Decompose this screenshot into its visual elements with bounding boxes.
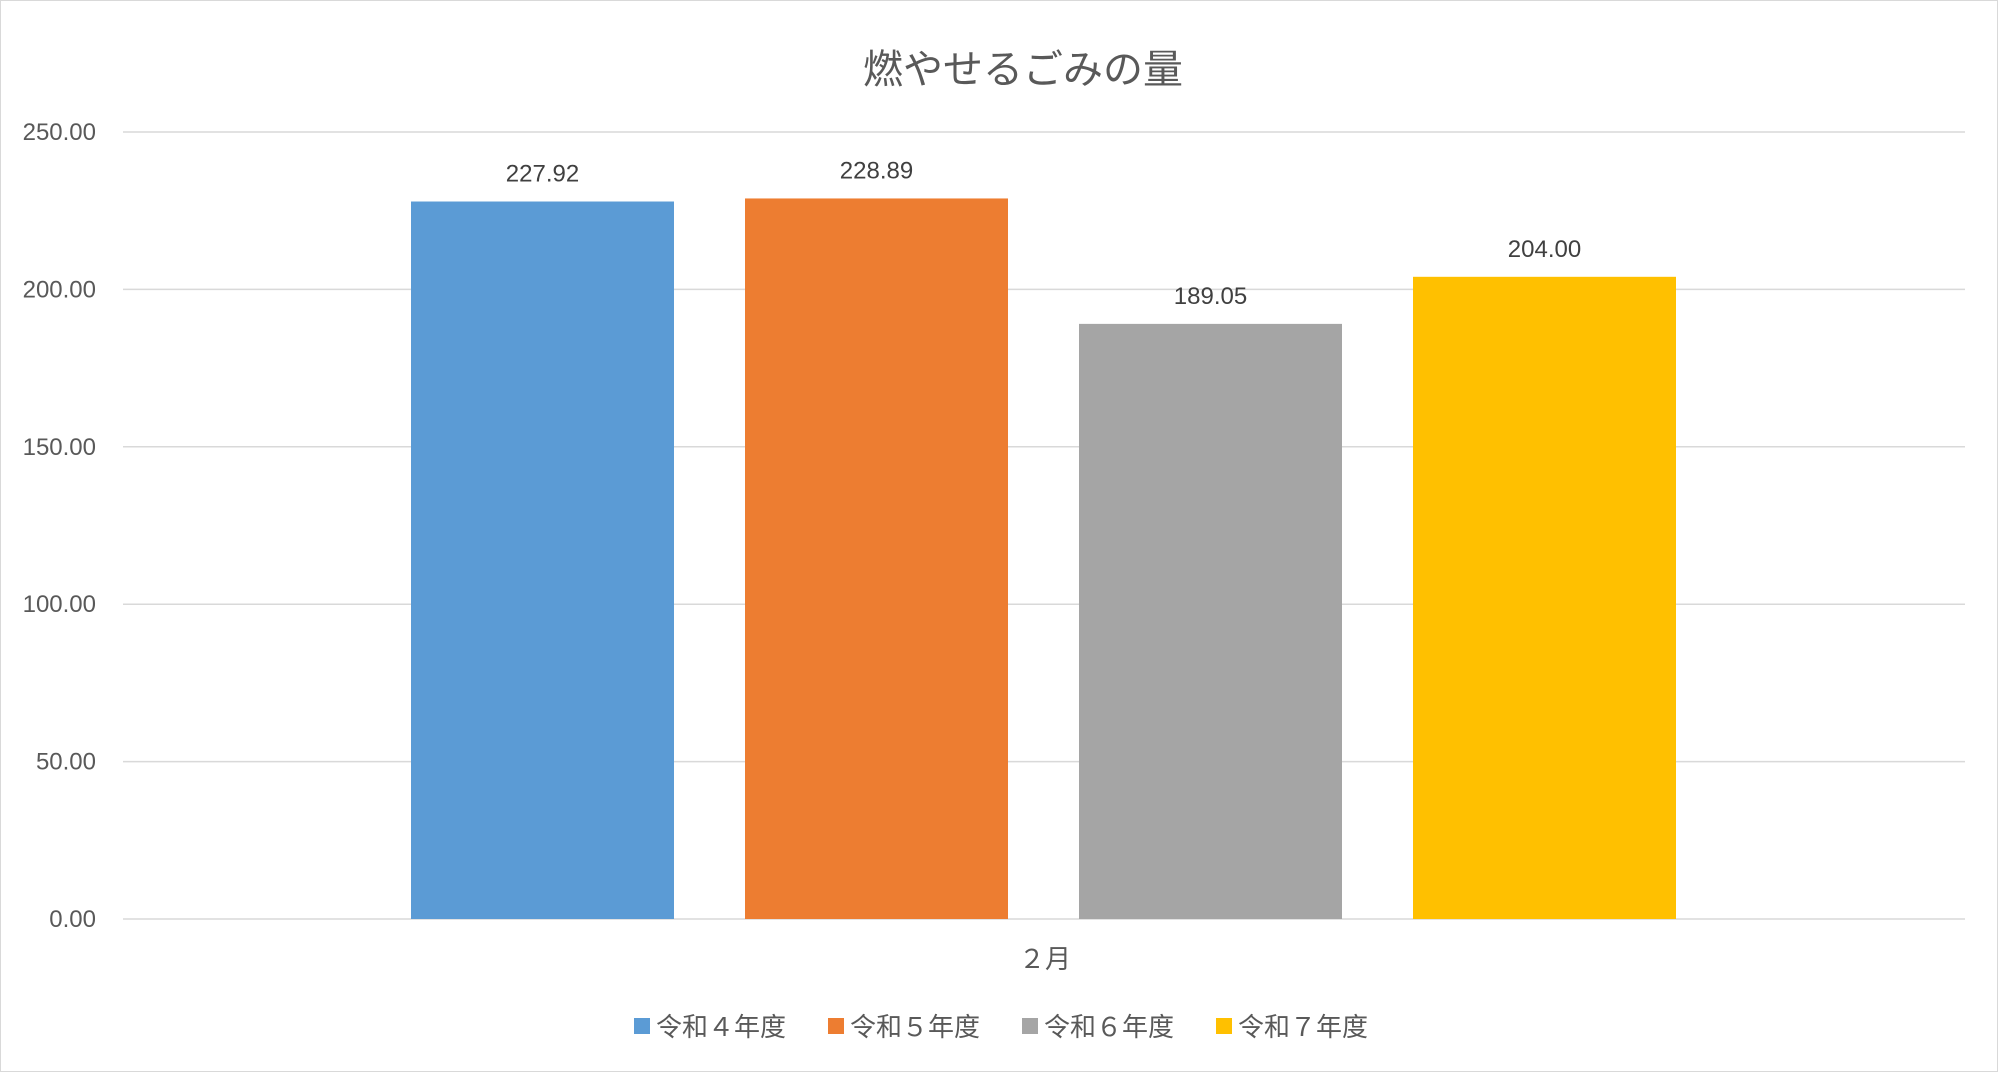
y-tick-label-1: 50.00 — [36, 749, 96, 776]
data-label-1: 227.92 — [506, 161, 579, 188]
bar-2 — [745, 198, 1008, 919]
legend-label-2: 令和５年度 — [850, 1013, 980, 1043]
legend: 令和４年度 令和５年度 令和６年度 令和７年度 — [634, 1013, 1368, 1043]
bar-4 — [1413, 276, 1676, 920]
y-tick-label-4: 200.00 — [23, 276, 96, 303]
data-label-2: 228.89 — [840, 157, 913, 184]
x-axis-categories: ２月 — [1019, 945, 1071, 975]
legend-swatch-1 — [634, 1018, 650, 1034]
legend-label-1: 令和４年度 — [656, 1013, 786, 1043]
y-tick-label-0: 0.00 — [49, 906, 96, 933]
bar-3 — [1079, 323, 1342, 919]
x-category-label-0: ２月 — [1019, 945, 1071, 975]
legend-swatch-4 — [1216, 1018, 1232, 1034]
data-label-3: 189.05 — [1174, 283, 1247, 310]
y-tick-label-3: 150.00 — [23, 434, 96, 461]
data-labels: 227.92 228.89 189.05 204.00 — [506, 157, 1581, 309]
legend-label-3: 令和６年度 — [1044, 1013, 1174, 1043]
bar-1 — [411, 201, 674, 920]
chart-title: 燃やせるごみの量 — [863, 47, 1183, 93]
y-tick-label-2: 100.00 — [23, 591, 96, 618]
y-tick-label-5: 250.00 — [23, 119, 96, 146]
legend-swatch-2 — [828, 1018, 844, 1034]
legend-swatch-3 — [1022, 1018, 1038, 1034]
y-axis-ticks: 0.00 50.00 100.00 150.00 200.00 250.00 — [23, 119, 96, 933]
data-label-4: 204.00 — [1508, 236, 1581, 263]
gridlines — [123, 131, 1965, 920]
bars — [411, 198, 1676, 920]
legend-label-4: 令和７年度 — [1238, 1013, 1368, 1043]
